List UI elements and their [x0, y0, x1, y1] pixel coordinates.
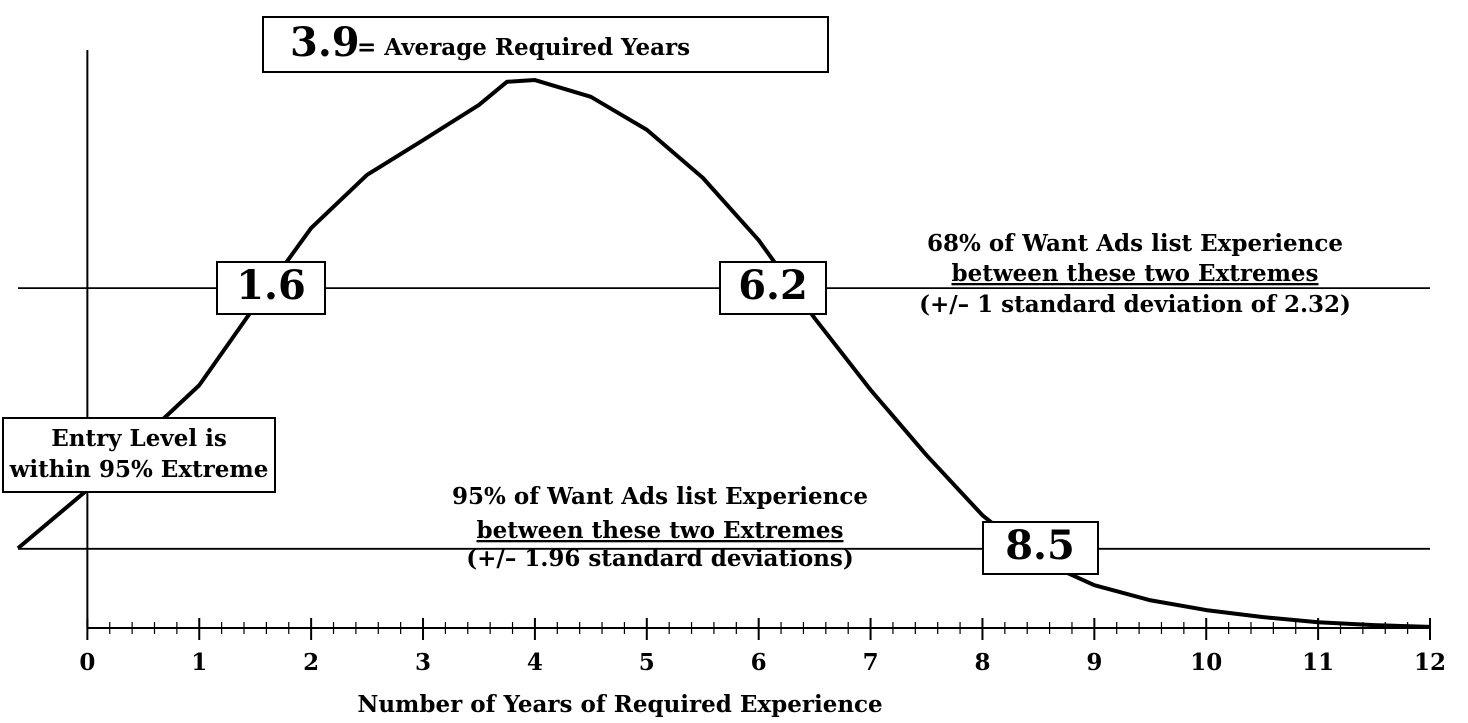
annotation-text: 95% of Want Ads list Experience [452, 483, 868, 510]
x-tick-label: 6 [751, 649, 767, 676]
annotation-text: 1.6 [236, 262, 306, 309]
x-tick-label: 11 [1302, 649, 1334, 676]
annotation-text: (+/– 1.96 standard deviations) [466, 545, 853, 572]
annotation-text: 8.5 [1005, 522, 1075, 569]
annotation-box [719, 261, 827, 315]
x-tick-label: 10 [1190, 649, 1222, 676]
x-tick-label: 5 [639, 649, 655, 676]
x-tick-label: 12 [1414, 649, 1446, 676]
x-tick-label: 2 [303, 649, 319, 676]
annotation-text: 6.2 [738, 262, 808, 309]
x-tick-label: 0 [79, 649, 95, 676]
annotation-text: 3.9 [290, 19, 360, 66]
annotation-text: between these two Extremes [476, 517, 843, 544]
annotation-text: Entry Level is [51, 425, 227, 452]
annotation-text: 68% of Want Ads list Experience [927, 230, 1343, 257]
annotation-text: within 95% Extreme [9, 456, 269, 483]
annotation-text: = Average Required Years [357, 34, 690, 61]
curve [16, 78, 1431, 629]
annotation-box [262, 16, 829, 73]
annotation-box [2, 417, 276, 493]
x-axis-label: Number of Years of Required Experience [357, 691, 882, 718]
x-tick-label: 9 [1086, 649, 1102, 676]
x-tick-label: 4 [527, 649, 543, 676]
x-tick-label: 7 [863, 649, 879, 676]
annotation-box [216, 261, 326, 315]
annotation-text: between these two Extremes [951, 260, 1318, 287]
annotation-box [982, 521, 1099, 575]
x-tick-label: 8 [974, 649, 990, 676]
x-tick-label: 3 [415, 649, 431, 676]
annotation-text: (+/– 1 standard deviation of 2.32) [919, 291, 1351, 318]
x-tick-label: 1 [191, 649, 207, 676]
